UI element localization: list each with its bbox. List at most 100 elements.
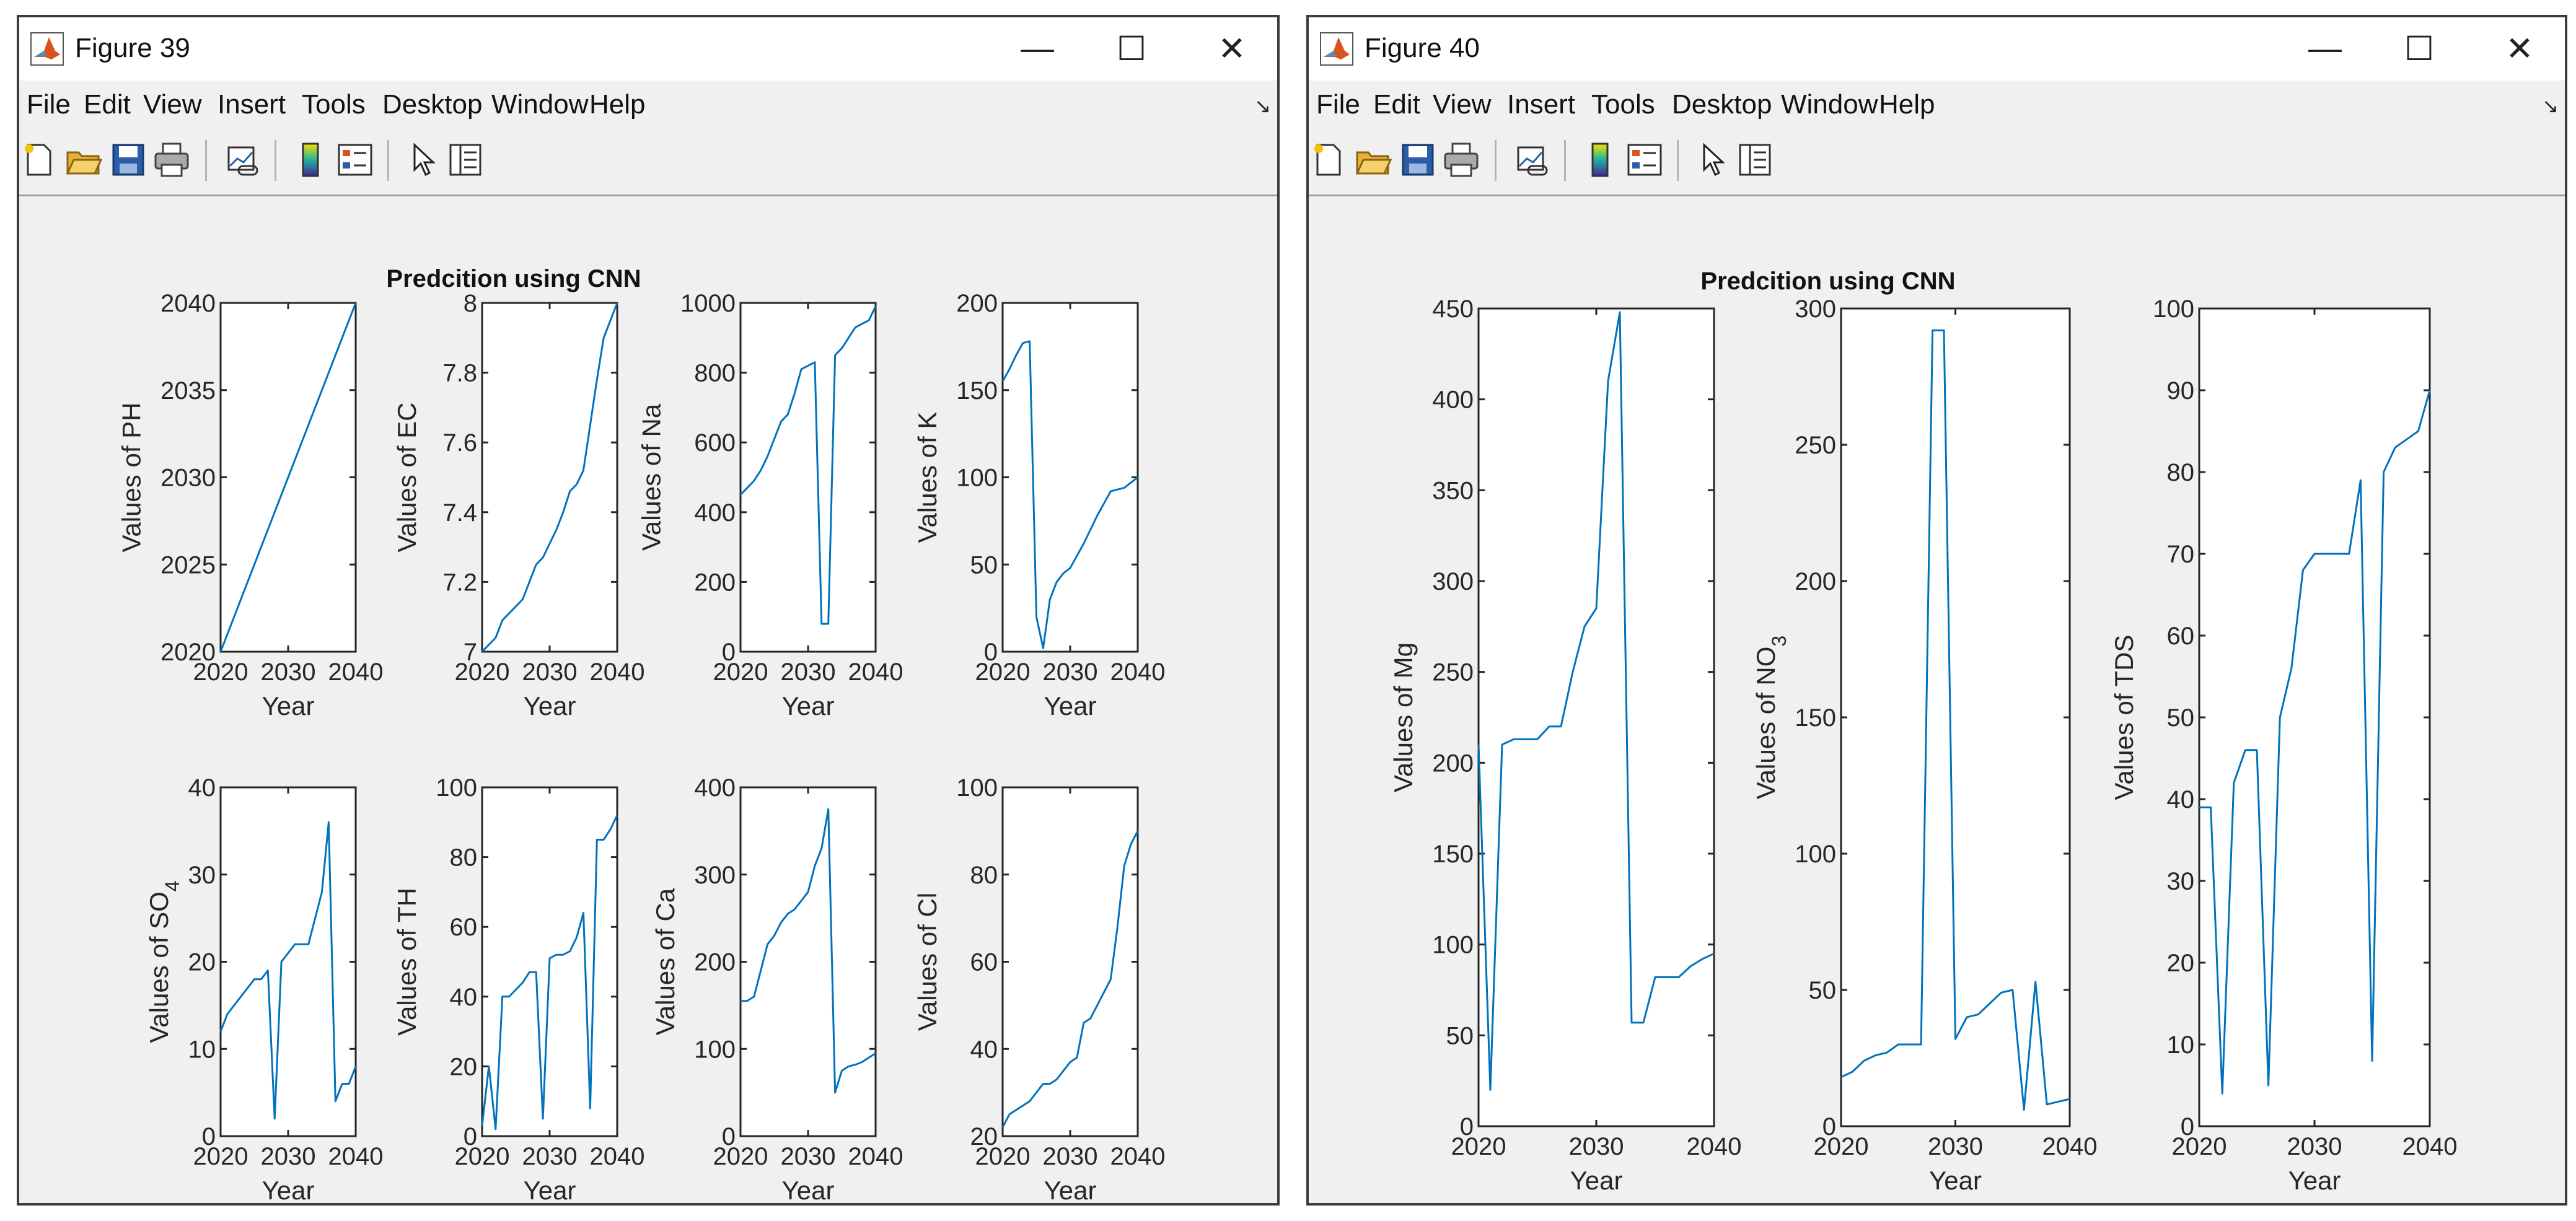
x-tick-label: 2020 [2172, 1133, 2227, 1160]
menu-help[interactable]: Help [1879, 89, 1935, 120]
open-file-icon[interactable] [65, 141, 103, 178]
axes-3[interactable]: 0 50 100 150 200 2020 2030 2040 Year Values of K [913, 290, 1166, 720]
x-axis-label: Year [1570, 1166, 1623, 1195]
axes-box [739, 302, 877, 653]
series-line[interactable] [741, 808, 876, 1094]
colorbar-icon[interactable] [1581, 141, 1619, 178]
series-line[interactable] [219, 821, 357, 1120]
y-tick-label: 40 [970, 1036, 998, 1063]
legend-icon[interactable] [336, 141, 374, 178]
figure-canvas[interactable]: Predcition using CNN 2020 2025 2030 2035 204… [19, 196, 1277, 1203]
title-bar[interactable]: Figure 40 — ☐ ✕ [1309, 17, 2565, 81]
menu-edit[interactable]: Edit [1373, 89, 1420, 120]
series-line[interactable] [1477, 311, 1715, 1091]
menu-edit[interactable]: Edit [84, 89, 131, 120]
axes-box [739, 786, 877, 1137]
print-icon[interactable] [1443, 141, 1480, 178]
axes-box [219, 786, 357, 1137]
axes-2[interactable]: 0 200 400 600 800 1000 2020 2030 2040 Year Values … [636, 290, 903, 720]
print-icon[interactable] [153, 141, 190, 178]
menu-window[interactable]: Window [1781, 89, 1878, 120]
title-bar[interactable]: Figure 39 — ☐ ✕ [19, 17, 1277, 81]
menu-desktop[interactable]: Desktop [1672, 89, 1772, 120]
axes-0[interactable]: 2020 2025 2030 2035 2040 2020 2030 2040 Year Valu… [116, 290, 383, 720]
menu-view[interactable]: View [1433, 89, 1492, 120]
pointer-icon[interactable] [403, 141, 441, 178]
y-tick-label: 400 [1432, 387, 1474, 414]
new-figure-icon[interactable] [1310, 141, 1347, 178]
menu-desktop[interactable]: Desktop [382, 89, 483, 120]
menu-insert[interactable]: Insert [1507, 89, 1576, 120]
series-line[interactable] [219, 302, 357, 652]
figure-canvas[interactable]: Predcition using CNN 0 50 100 150 200 250 300 3… [1309, 196, 2565, 1203]
series-line[interactable] [739, 305, 877, 625]
menu-tools[interactable]: Tools [1591, 89, 1655, 120]
y-tick-label: 250 [1432, 659, 1474, 686]
save-icon[interactable] [1399, 141, 1436, 178]
axes-9[interactable]: 0 50 100 150 200 250 300 2020 2030 2040 Year Values… [1751, 295, 2098, 1195]
minimize-icon[interactable]: — [1021, 30, 1054, 67]
menu-window[interactable]: Window [491, 89, 589, 120]
axes-6[interactable]: 0 100 200 300 400 2020 2030 2040 Year Values of C… [651, 774, 903, 1204]
figure-suptitle: Predcition using CNN [1700, 268, 1955, 295]
save-icon[interactable] [110, 141, 147, 178]
x-tick-label: 2030 [522, 659, 578, 686]
y-tick-label: 0 [1822, 1113, 1836, 1140]
x-tick-label: 2030 [2287, 1133, 2342, 1160]
property-inspector-icon[interactable] [447, 141, 484, 178]
maximize-icon[interactable]: ☐ [1116, 30, 1147, 68]
y-tick-label: 40 [188, 774, 216, 802]
pointer-icon[interactable] [1693, 141, 1730, 178]
axes-box [1001, 302, 1139, 653]
axes-1[interactable]: 7 7.2 7.4 7.6 7.8 8 2020 2030 2040 Year Values of … [392, 290, 645, 720]
toolbar-separator [1495, 140, 1497, 181]
open-file-icon[interactable] [1355, 141, 1392, 178]
series-line[interactable] [1001, 340, 1138, 649]
series-line[interactable] [481, 302, 618, 653]
series-line[interactable] [1001, 830, 1139, 1128]
x-tick-label: 2020 [975, 659, 1031, 686]
link-plot-icon[interactable] [224, 141, 261, 178]
menu-file[interactable]: File [1316, 89, 1360, 120]
colorbar-icon[interactable] [292, 141, 329, 178]
x-tick-label: 2030 [1928, 1133, 1983, 1160]
dock-arrow-icon[interactable]: ↘ [1254, 95, 1271, 117]
legend-icon[interactable] [1626, 141, 1663, 178]
series-line[interactable] [1840, 329, 2070, 1111]
toolbar-separator [1677, 140, 1679, 181]
dock-arrow-icon[interactable]: ↘ [2542, 95, 2559, 117]
axes-8[interactable]: 0 50 100 150 200 250 300 350 400 450 2020 2030 2040 Y… [1389, 295, 1742, 1195]
y-tick-label: 40 [450, 984, 478, 1011]
series-line[interactable] [481, 815, 618, 1131]
menu-file[interactable]: File [27, 89, 71, 120]
menu-help[interactable]: Help [589, 89, 646, 120]
toolbar-separator [205, 140, 207, 181]
menu-insert[interactable]: Insert [218, 89, 286, 120]
y-tick-label: 50 [1446, 1022, 1474, 1049]
link-plot-icon[interactable] [1513, 141, 1550, 178]
series-line[interactable] [2199, 390, 2431, 1095]
property-inspector-icon[interactable] [1736, 141, 1774, 178]
maximize-icon[interactable]: ☐ [2404, 30, 2435, 68]
y-tick-label: 0 [984, 639, 998, 666]
x-tick-label: 2040 [328, 659, 384, 686]
y-tick-label: 200 [694, 569, 736, 596]
y-tick-label: 450 [1432, 295, 1474, 323]
x-tick-label: 2040 [848, 1143, 903, 1170]
close-icon[interactable]: ✕ [1218, 30, 1246, 68]
x-tick-label: 2020 [193, 1143, 248, 1170]
x-tick-label: 2020 [975, 1143, 1031, 1170]
minimize-icon[interactable]: — [2308, 30, 2342, 67]
figure-39-window: Figure 39 — ☐ ✕ File Edit View Insert To… [17, 15, 1280, 1206]
menu-view[interactable]: View [143, 89, 202, 120]
menu-tools[interactable]: Tools [302, 89, 366, 120]
x-axis-label: Year [1929, 1166, 1982, 1195]
new-figure-icon[interactable] [20, 141, 58, 178]
close-icon[interactable]: ✕ [2505, 30, 2534, 68]
x-tick-label: 2040 [1687, 1133, 1742, 1160]
y-axis-label: Values of Cl [913, 893, 942, 1031]
